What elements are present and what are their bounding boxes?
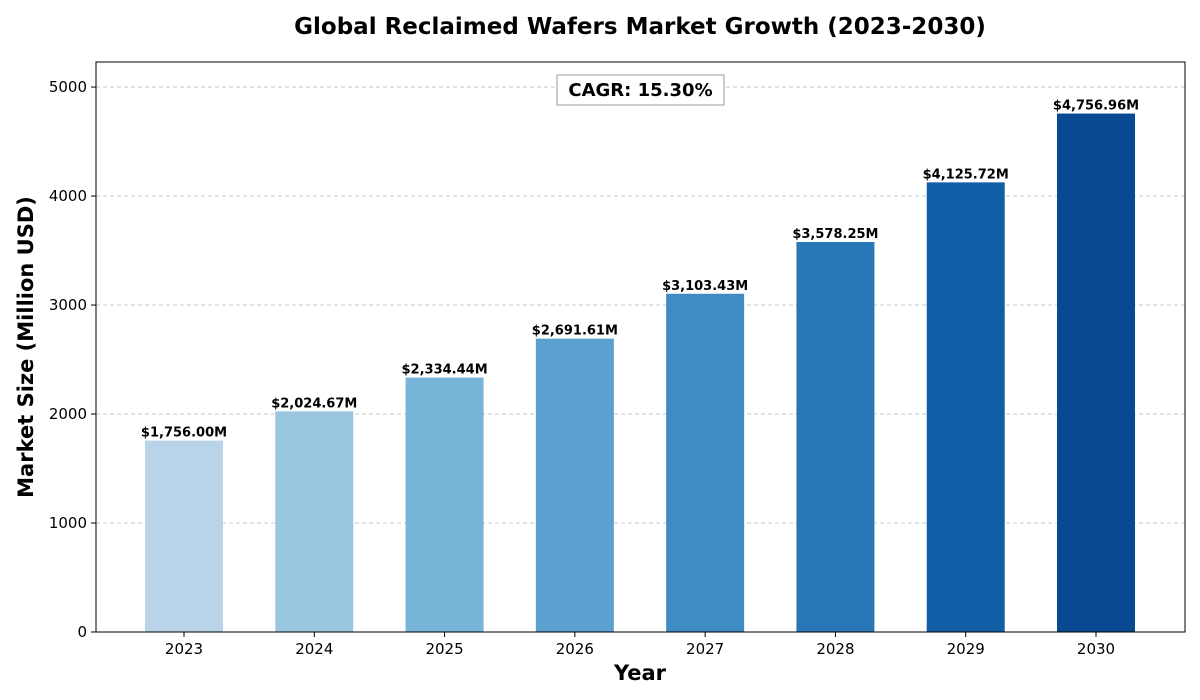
- x-axis-label: Year: [613, 661, 667, 685]
- y-axis-ticks: 0 1000 2000 3000 4000 5000: [49, 78, 96, 641]
- x-tick-label: 2028: [816, 640, 854, 658]
- bar-value-label: $2,691.61M: [532, 324, 618, 339]
- y-axis-label: Market Size (Million USD): [14, 196, 38, 498]
- bar-value-label: $2,334.44M: [402, 363, 488, 378]
- gridlines: [96, 86, 1185, 524]
- cagr-box: [556, 74, 725, 106]
- plot-frame: [95, 61, 1186, 633]
- bar-value-label: $4,756.96M: [1053, 99, 1139, 114]
- bar-value-label: $1,756.00M: [141, 426, 227, 441]
- bar-2030: [1057, 113, 1135, 632]
- bar-2028: [796, 242, 875, 632]
- y-tick-label: 0: [77, 623, 87, 641]
- x-tick-label: 2030: [1077, 640, 1115, 658]
- chart-title: Global Reclaimed Wafers Market Growth (2…: [294, 14, 986, 40]
- bar-2023: [145, 440, 223, 632]
- bar-2027: [666, 293, 745, 632]
- x-tick-label: 2027: [686, 640, 724, 658]
- bar-2029: [926, 182, 1005, 632]
- x-tick-label: 2023: [165, 640, 203, 658]
- x-tick-label: 2029: [947, 640, 985, 658]
- bar-value-labels: $1,756.00M $2,024.67M $2,334.44M $2,691.61M…: [141, 99, 1139, 441]
- x-axis-ticks: 2023 2024 2025 2026 2027 2028 2029 2030: [165, 632, 1115, 658]
- bar-value-label: $3,578.25M: [792, 227, 878, 242]
- y-tick-label: 1000: [49, 514, 87, 532]
- y-tick-label: 5000: [49, 78, 87, 96]
- x-tick-label: 2026: [556, 640, 594, 658]
- bar-value-label: $4,125.72M: [923, 167, 1009, 182]
- bar-2026: [535, 338, 614, 632]
- x-tick-label: 2024: [295, 640, 333, 658]
- cagr-label: CAGR: 15.30%: [568, 80, 712, 101]
- x-tick-label: 2025: [425, 640, 463, 658]
- y-tick-label: 2000: [49, 405, 87, 423]
- bar-value-label: $2,024.67M: [271, 396, 357, 411]
- bars: [145, 113, 1135, 632]
- y-tick-label: 3000: [49, 296, 87, 314]
- y-tick-label: 4000: [49, 187, 87, 205]
- bar-2024: [275, 411, 354, 632]
- cagr-annotation-box: CAGR: 15.30%: [556, 74, 725, 106]
- bar-value-label: $3,103.43M: [662, 279, 748, 294]
- bar-2025: [405, 377, 484, 632]
